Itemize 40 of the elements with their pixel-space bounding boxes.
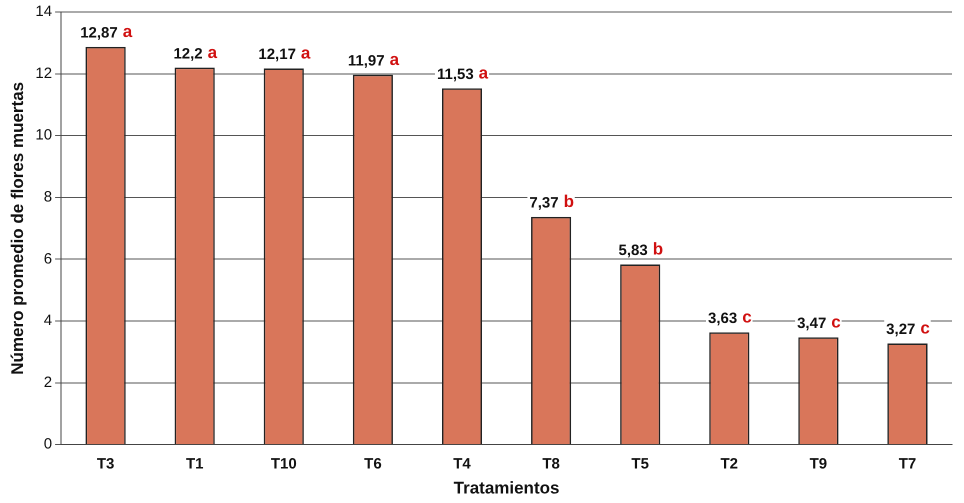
annotation: b (564, 192, 574, 212)
y-tick-label: 14 (35, 3, 52, 20)
x-axis-title: Tratamientos (454, 478, 560, 498)
y-tick-label: 0 (44, 436, 52, 453)
data-label: 12,17 (258, 46, 296, 64)
x-tick-label: T8 (542, 456, 560, 473)
data-label: 3,47 (797, 315, 826, 332)
x-tick-label: T10 (270, 456, 297, 473)
x-tick-label: T4 (453, 456, 472, 473)
y-tick-label: 8 (44, 188, 52, 206)
annotation: c (831, 312, 841, 332)
annotation: c (920, 318, 930, 338)
x-tick-label: T7 (898, 456, 916, 473)
y-tick-label: 10 (35, 126, 52, 144)
y-tick-label: 4 (44, 312, 52, 330)
x-tick-label: T1 (186, 456, 204, 473)
data-label: 5,83 (618, 242, 648, 260)
data-label: 3,27 (886, 321, 916, 338)
data-label: 11,53 (436, 66, 474, 83)
annotation: a (478, 64, 489, 83)
annotation: b (652, 240, 664, 259)
x-tick-label: T9 (810, 456, 828, 473)
annotation: a (390, 50, 400, 69)
data-label: 12,2 (173, 45, 203, 62)
data-label: 3,63 (708, 310, 738, 328)
y-axis-title: Número promedio de flores muertas (8, 82, 27, 375)
x-tick-label: T5 (631, 456, 649, 473)
data-label: 7,37 (529, 194, 559, 212)
data-label: 12,87 (80, 24, 118, 42)
x-tick-label: T6 (364, 456, 382, 473)
annotation: a (300, 44, 311, 63)
annotation: c (742, 308, 752, 327)
y-tick-label: 6 (44, 250, 52, 268)
x-tick-label: T3 (96, 456, 114, 473)
x-tick-label: T2 (720, 456, 738, 473)
y-tick-label: 12 (35, 64, 52, 82)
annotation: a (208, 42, 218, 62)
y-tick-label: 2 (44, 374, 52, 391)
data-label: 11,97 (348, 52, 385, 70)
annotation: a (122, 22, 133, 42)
